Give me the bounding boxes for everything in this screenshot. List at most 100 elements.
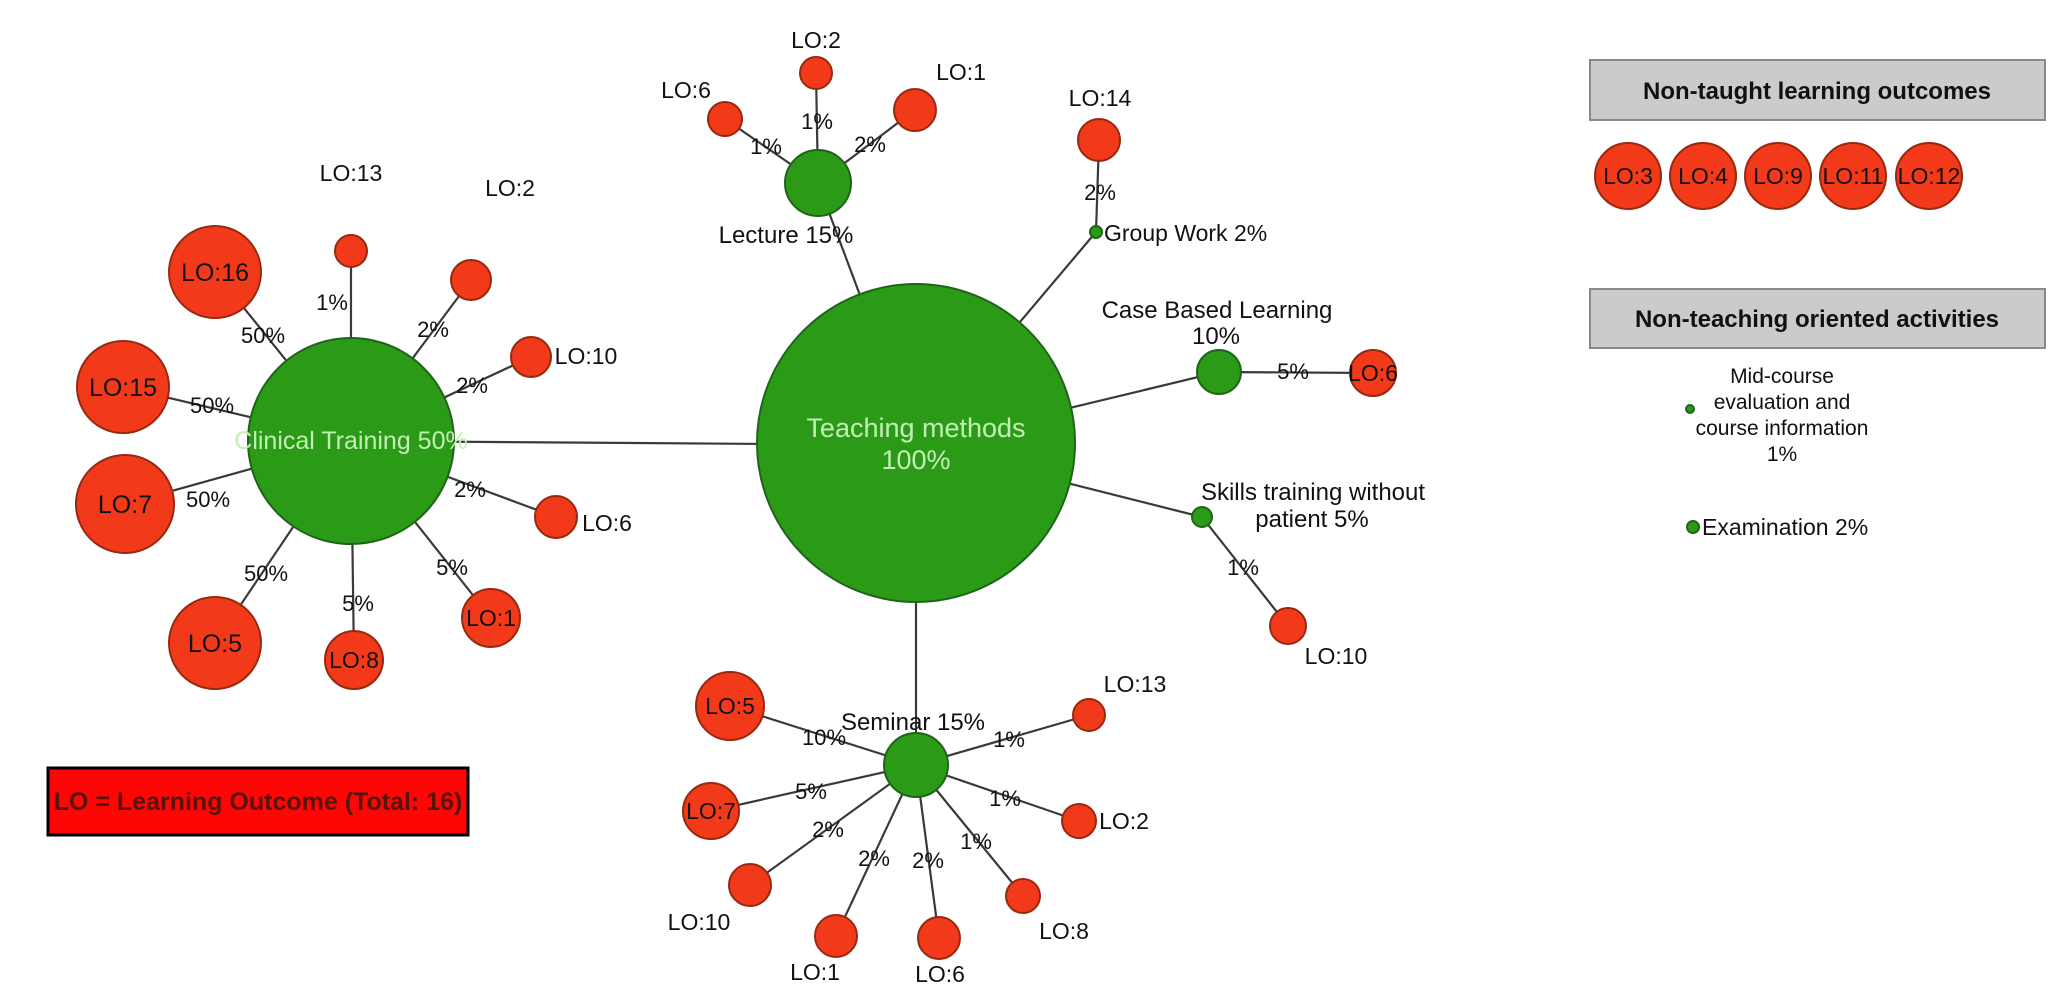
edge-weight: 5% — [436, 555, 468, 580]
edge-weight: 1% — [960, 829, 992, 854]
outcome-circle-lo10 — [728, 863, 772, 907]
outcome-label: LO:1 — [790, 959, 840, 985]
edge-weight: 10% — [802, 725, 846, 750]
skills-training-dot — [1191, 506, 1213, 528]
outcome-label: LO:14 — [1069, 85, 1132, 111]
skills-training-cluster: Skills training without patient 5% LO:10… — [1191, 479, 1425, 669]
midcourse-label-line2: evaluation and — [1714, 391, 1851, 414]
non-taught-circle-lo12 — [1895, 142, 1963, 210]
edge-weight: 50% — [190, 393, 234, 418]
edge-weight: 1% — [989, 786, 1021, 811]
outcome-circle-lo1 — [893, 88, 937, 132]
outcome-label: LO:5 — [705, 693, 755, 719]
non-taught-circle-lo4 — [1669, 142, 1737, 210]
skills-training-label-line1: Skills training without — [1201, 479, 1425, 506]
edge-weight: 50% — [186, 487, 230, 512]
seminar-label: Seminar 15% — [841, 709, 985, 736]
outcome-circle-lo5 — [695, 671, 765, 741]
edge-weight: 2% — [812, 817, 844, 842]
teaching-methods-label-line1: Teaching methods — [806, 413, 1025, 443]
edge-casebased-lo6 — [1218, 370, 1374, 375]
outcome-circle-lo1 — [461, 588, 521, 648]
outcome-circle-lo10 — [1269, 607, 1307, 645]
non-taught-label: LO:12 — [1898, 163, 1961, 189]
outcome-circle-lo13 — [334, 234, 368, 268]
edge-seminar-lo7 — [710, 763, 917, 813]
outcome-label: LO:2 — [791, 27, 841, 53]
non-taught-panel: Non-taught learning outcomes LO:3 LO:4 L… — [1589, 59, 2046, 210]
outcome-label: LO:10 — [668, 909, 731, 935]
non-taught-label: LO:11 — [1823, 163, 1884, 189]
outcome-label: LO:6 — [661, 77, 711, 103]
outcome-circle-lo15 — [76, 340, 170, 434]
edge-weight: 50% — [244, 561, 288, 586]
skills-training-label-line2: patient 5% — [1255, 506, 1368, 533]
clinical-training-circle — [247, 337, 455, 545]
clinical-training-label: Clinical Training 50% — [234, 427, 467, 455]
non-teaching-panel: Non-teaching oriented activities Mid-cou… — [1589, 288, 2046, 540]
group-work-cluster: Group Work 2% LO:14 2% — [1069, 85, 1268, 246]
case-based-circle — [1196, 349, 1242, 395]
outcome-label: LO:8 — [329, 647, 379, 673]
lecture-cluster: Lecture 15% LO:6 LO:2 LO:1 1% 1% 2% — [661, 27, 986, 249]
seminar-cluster: Seminar 15% LO:5 LO:7 LO:10 LO:1 LO:6 LO… — [668, 671, 1167, 987]
outcome-label: LO:13 — [1104, 671, 1167, 697]
edge-weight: 2% — [456, 373, 488, 398]
outcome-label: LO:6 — [915, 961, 965, 987]
non-teaching-title: Non-teaching oriented activities — [1635, 306, 1999, 333]
outcome-circle-lo6 — [917, 916, 961, 960]
examination-dot — [1686, 520, 1700, 534]
outcome-label: LO:10 — [555, 343, 618, 369]
outcome-circle-lo2 — [450, 259, 492, 301]
edge-weight: 1% — [993, 727, 1025, 752]
outcome-label: LO:6 — [1348, 360, 1398, 386]
edge-weight: 5% — [342, 591, 374, 616]
edge-weight: 5% — [1277, 359, 1309, 384]
case-based-label-line2: 10% — [1192, 323, 1240, 350]
case-based-label-line1: Case Based Learning — [1102, 297, 1333, 324]
outcome-label: LO:6 — [582, 510, 632, 536]
outcome-circle-lo6 — [534, 495, 578, 539]
annotation-box — [46, 766, 470, 837]
edge-weight: 2% — [858, 846, 890, 871]
non-taught-circle-lo3 — [1594, 142, 1662, 210]
midcourse-label-line3: course information — [1696, 417, 1869, 440]
group-work-dot — [1089, 225, 1103, 239]
non-teaching-header-box — [1589, 288, 2046, 349]
non-taught-circle-lo11 — [1819, 142, 1887, 210]
examination-label: Examination 2% — [1702, 514, 1868, 540]
outcome-label: LO:15 — [89, 374, 157, 402]
seminar-circle — [883, 732, 949, 798]
annotation-label: LO = Learning Outcome (Total: 16) — [54, 788, 463, 816]
lecture-label: Lecture 15% — [719, 222, 854, 249]
edge-weight: 50% — [241, 323, 285, 348]
annotation: LO = Learning Outcome (Total: 16) — [46, 766, 470, 837]
edge-weight: 2% — [417, 317, 449, 342]
midcourse-label-line1: Mid-course — [1730, 365, 1834, 388]
outcome-label: LO:7 — [686, 798, 736, 824]
outcome-circle-lo2 — [1061, 803, 1097, 839]
outcome-label: LO:1 — [936, 59, 986, 85]
edge-weight: 2% — [1084, 180, 1116, 205]
non-taught-label: LO:4 — [1678, 163, 1728, 189]
non-taught-title: Non-taught learning outcomes — [1643, 78, 1991, 105]
non-taught-header-box — [1589, 59, 2046, 121]
non-taught-circle-lo9 — [1744, 142, 1812, 210]
outcome-circle-lo8 — [1005, 878, 1041, 914]
case-based-learning-cluster: Case Based Learning 10% LO:6 5% — [1102, 297, 1398, 397]
outcome-circle-lo14 — [1077, 118, 1121, 162]
outcome-label: LO:2 — [1099, 808, 1149, 834]
outcome-label: LO:13 — [320, 160, 383, 186]
edge-weight: 2% — [854, 132, 886, 157]
outcome-circle-lo13 — [1072, 698, 1106, 732]
outcome-label: LO:8 — [1039, 918, 1089, 944]
outcome-label: LO:10 — [1305, 643, 1368, 669]
edge-weight: 1% — [750, 134, 782, 159]
teaching-methods-circle — [756, 283, 1076, 603]
outcome-label: LO:16 — [181, 259, 249, 287]
teaching-methods-label-line2: 100% — [881, 445, 950, 475]
edge-weight: 1% — [316, 290, 348, 315]
outcome-label: LO:2 — [485, 175, 535, 201]
outcome-circle-lo1 — [814, 914, 858, 958]
